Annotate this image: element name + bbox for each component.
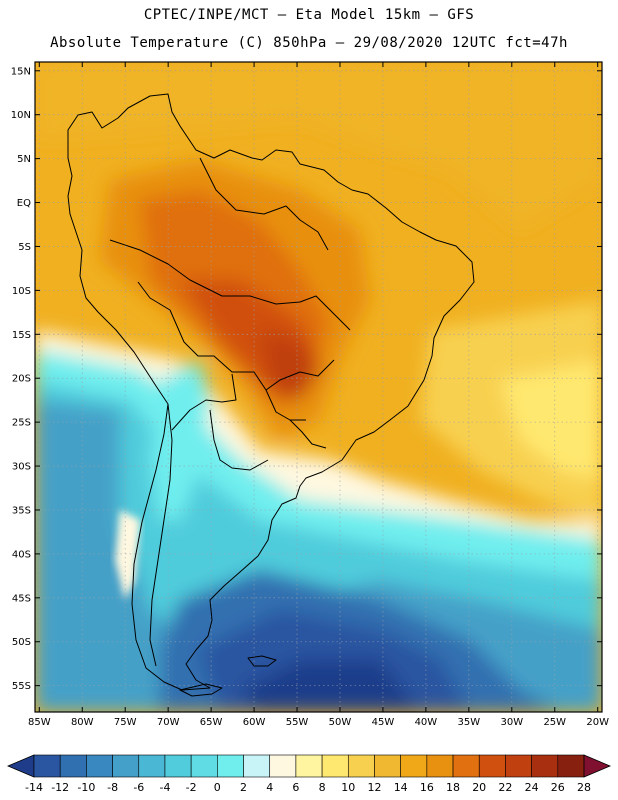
lat-label: 5N <box>17 154 31 165</box>
lon-label: 35W <box>458 717 481 728</box>
lon-label: 20W <box>586 717 609 728</box>
colorbar-swatch <box>531 754 559 778</box>
lat-label: 15N <box>11 66 31 77</box>
colorbar-swatch <box>295 754 323 778</box>
lon-label: 70W <box>157 717 180 728</box>
colorbar-swatch <box>243 754 271 778</box>
lon-label: 80W <box>71 717 94 728</box>
colorbar-swatch <box>33 754 61 778</box>
graticule <box>35 62 602 712</box>
lat-label: 35S <box>12 505 31 516</box>
map-frame <box>34 61 603 713</box>
colorbar-swatch <box>59 754 87 778</box>
lon-label: 25W <box>543 717 566 728</box>
colorbar-swatch <box>321 754 349 778</box>
colorbar-label: 6 <box>292 781 299 794</box>
colorbar-arrow-high <box>583 754 612 778</box>
axis-ticks <box>35 62 602 712</box>
lon-label: 45W <box>372 717 395 728</box>
colorbar-label: 18 <box>446 781 460 794</box>
colorbar: -14 -12 -10 -8 -6 -4 -2 0 2 4 6 8 10 12 14 16 18 20 22 24 26… <box>6 754 612 794</box>
lat-label: 10S <box>12 286 31 297</box>
colorbar-label: 24 <box>525 781 539 794</box>
colorbar-swatch <box>557 754 585 778</box>
lat-label: 25S <box>12 418 31 429</box>
lat-label: 10N <box>11 110 31 121</box>
colorbar-swatch <box>426 754 454 778</box>
title-line-1: CPTEC/INPE/MCT – Eta Model 15km – GFS <box>143 7 475 23</box>
lat-label: 40S <box>12 549 31 560</box>
colorbar-label: -10 <box>77 781 95 794</box>
lon-label: 50W <box>329 717 352 728</box>
colorbar-swatch <box>347 754 375 778</box>
colorbar-swatch <box>164 754 192 778</box>
colorbar-swatch <box>269 754 297 778</box>
colorbar-label: 0 <box>214 781 221 794</box>
lat-label: 50S <box>12 637 31 648</box>
colorbar-label: 8 <box>319 781 326 794</box>
latitude-labels: 15N 10N 5N EQ 5S 10S 15S 20S 25S 30S 35S 40S 45S 50S 5… <box>11 66 31 692</box>
colorbar-label: 26 <box>551 781 565 794</box>
lon-label: 30W <box>500 717 523 728</box>
lon-label: 40W <box>415 717 438 728</box>
lat-label: 15S <box>12 330 31 341</box>
colorbar-swatch <box>374 754 401 778</box>
colorbar-label: 28 <box>577 781 591 794</box>
colorbar-label: -12 <box>51 781 69 794</box>
colorbar-label: 20 <box>472 781 486 794</box>
colorbar-label: 2 <box>240 781 247 794</box>
colorbar-label: -6 <box>133 781 144 794</box>
lat-label: 20S <box>12 374 31 385</box>
longitude-labels: 85W 80W 75W 70W 65W 60W 55W 50W 45W 40W 35W 30W 25W 2… <box>28 717 609 728</box>
colorbar-swatch <box>138 754 166 778</box>
colorbar-swatch <box>217 754 244 778</box>
colorbar-label: 12 <box>368 781 382 794</box>
colorbar-swatch <box>400 754 428 778</box>
colorbar-label: -4 <box>160 781 171 794</box>
colorbar-label: 16 <box>420 781 434 794</box>
lat-label: EQ <box>17 198 31 209</box>
colorbar-label: -14 <box>25 781 43 794</box>
lon-label: 65W <box>200 717 223 728</box>
colorbar-label: 10 <box>341 781 355 794</box>
colorbar-label: 4 <box>266 781 273 794</box>
colorbar-arrow-low <box>6 754 35 778</box>
lon-label: 60W <box>243 717 266 728</box>
lat-label: 55S <box>12 681 31 692</box>
colorbar-label: 14 <box>394 781 408 794</box>
temperature-field <box>35 62 602 712</box>
lon-label: 85W <box>28 717 51 728</box>
lat-label: 45S <box>12 593 31 604</box>
colorbar-label: -8 <box>107 781 118 794</box>
lat-label: 30S <box>12 462 31 473</box>
colorbar-swatch <box>190 754 218 778</box>
colorbar-swatch <box>112 754 140 778</box>
lon-label: 75W <box>114 717 137 728</box>
colorbar-label: 22 <box>498 781 512 794</box>
title-line-2: Absolute Temperature (C) 850hPa – 29/08/… <box>50 35 568 51</box>
lat-label: 5S <box>18 242 31 253</box>
lon-label: 55W <box>286 717 309 728</box>
colorbar-swatch <box>478 754 506 778</box>
colorbar-swatch <box>86 754 113 778</box>
colorbar-swatch <box>452 754 480 778</box>
colorbar-label: -2 <box>186 781 197 794</box>
coastline <box>67 93 475 697</box>
colorbar-swatch <box>505 754 532 778</box>
